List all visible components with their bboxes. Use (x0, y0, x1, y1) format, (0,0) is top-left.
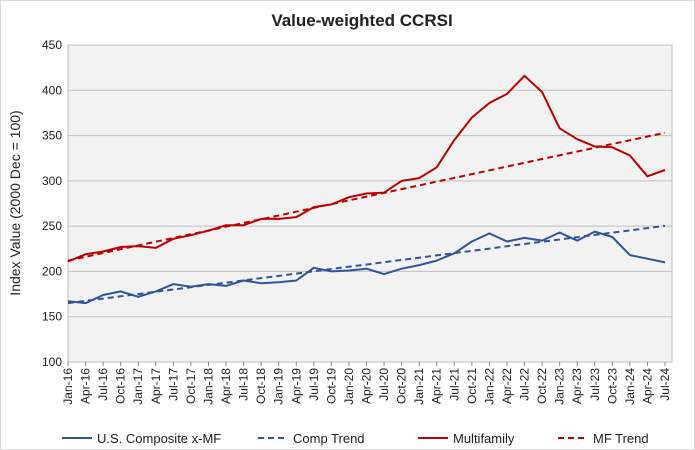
x-tick-label: Jan-18 (201, 368, 215, 405)
x-tick-label: Jul-19 (307, 368, 321, 401)
x-tick-label: Jan-16 (61, 368, 75, 405)
y-tick-label: 150 (42, 310, 62, 324)
chart-title: Value-weighted CCRSI (271, 11, 452, 30)
x-tick-label: Oct-21 (465, 368, 479, 404)
x-tick-label: Apr-22 (500, 368, 514, 404)
y-axis-title: Index Value (2000 Dec = 100) (7, 110, 23, 295)
x-tick-label: Oct-16 (114, 368, 128, 404)
x-tick-label: Jan-24 (623, 368, 637, 405)
x-tick-label: Oct-17 (184, 368, 198, 404)
x-tick-label: Oct-23 (605, 368, 619, 404)
x-tick-label: Apr-20 (360, 368, 374, 404)
x-tick-label: Oct-19 (324, 368, 338, 404)
x-tick-label: Jul-18 (237, 368, 251, 401)
x-tick-label: Apr-23 (570, 368, 584, 404)
x-tick-label: Apr-21 (430, 368, 444, 404)
x-tick-label: Jul-22 (518, 368, 532, 401)
x-tick-label: Apr-18 (219, 368, 233, 404)
x-tick-label: Apr-24 (640, 368, 654, 404)
x-tick-label: Oct-20 (395, 368, 409, 404)
x-tick-label: Jan-19 (272, 368, 286, 405)
series-line (67, 131, 666, 262)
x-tick-label: Apr-16 (79, 368, 93, 404)
series-line (67, 74, 666, 263)
plot-area (67, 44, 673, 363)
x-tick-label: Jan-21 (412, 368, 426, 405)
x-tick-label: Jan-17 (131, 368, 145, 405)
x-tick-label: Jul-21 (447, 368, 461, 401)
y-tick-label: 450 (42, 38, 62, 52)
y-tick-label: 400 (42, 83, 62, 97)
x-tick-label: Jul-16 (96, 368, 110, 401)
legend-label: Multifamily (453, 431, 515, 446)
y-tick-label: 100 (42, 355, 62, 369)
x-tick-label: Jul-24 (658, 368, 672, 401)
x-tick-label: Jul-17 (166, 368, 180, 401)
legend-label: MF Trend (593, 431, 649, 446)
y-tick-label: 350 (42, 129, 62, 143)
y-tick-label: 200 (42, 264, 62, 278)
y-tick-label: 300 (42, 174, 62, 188)
x-tick-label: Jul-20 (377, 368, 391, 401)
x-tick-label: Jul-23 (588, 368, 602, 401)
x-tick-label: Jan-20 (342, 368, 356, 405)
x-tick-label: Apr-17 (149, 368, 163, 404)
x-tick-label: Oct-18 (254, 368, 268, 404)
legend-label: U.S. Composite x-MF (97, 431, 221, 446)
x-tick-label: Oct-22 (535, 368, 549, 404)
legend-label: Comp Trend (293, 431, 365, 446)
y-tick-label: 250 (42, 219, 62, 233)
series-line (67, 230, 666, 305)
x-tick-label: Jan-22 (482, 368, 496, 405)
series-line (67, 224, 666, 305)
x-tick-label: Apr-19 (289, 368, 303, 404)
x-tick-label: Jan-23 (553, 368, 567, 405)
legend: U.S. Composite x-MF Comp Trend Multifamily… (62, 431, 649, 446)
